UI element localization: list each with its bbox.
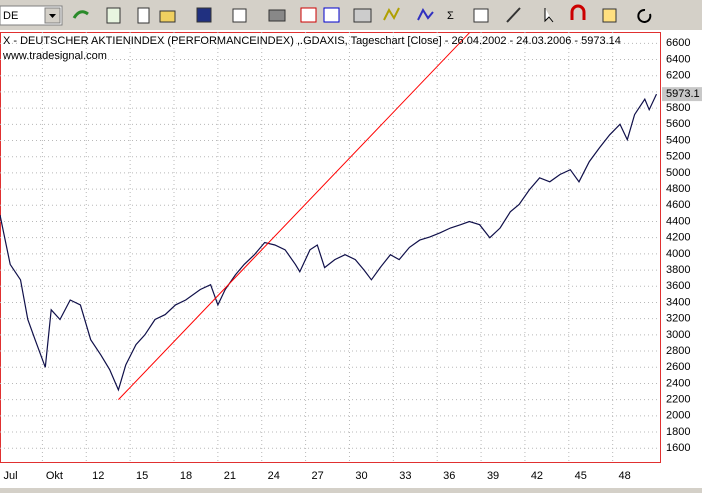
chart-title: X - DEUTSCHER AKTIENINDEX (PERFORMANCEIN… [3, 35, 621, 47]
combo-arrow [49, 14, 56, 18]
y-tick-label: 1800 [666, 426, 690, 438]
icon-line-tool[interactable] [506, 7, 521, 23]
x-tick-label: 18 [180, 470, 192, 482]
icon-magnet[interactable] [570, 4, 586, 20]
icon-refresh[interactable] [106, 7, 121, 24]
x-tick-label: 21 [224, 470, 236, 482]
y-tick-label: 1600 [666, 442, 690, 454]
axes: 1600 1800 2000 2200 2400 2600 2800 3000 3200 3400… [4, 37, 702, 482]
x-tick-label: 24 [268, 470, 280, 482]
icon-cursor[interactable] [544, 8, 554, 23]
y-tick-label: 3200 [666, 313, 690, 325]
last-price-box [662, 87, 702, 102]
y-tick-label: 2000 [666, 410, 690, 422]
y-tick-label: 2400 [666, 377, 690, 389]
icon-new[interactable] [137, 7, 150, 24]
y-tick-label: 5400 [666, 134, 690, 146]
icon-indicator[interactable] [383, 7, 400, 21]
x-tick-label: 30 [355, 470, 367, 482]
plot [0, 32, 658, 400]
x-tick-label: Jul [4, 470, 18, 482]
icon-save[interactable] [196, 7, 212, 23]
icon-undo[interactable] [637, 8, 652, 23]
y-tick-label: 6400 [666, 53, 690, 65]
trend-line [118, 32, 470, 400]
plot-area [0, 32, 661, 463]
symbol-text: DE [3, 10, 18, 22]
last-price-label: 5973.1 [666, 88, 700, 100]
y-tick-label: 3600 [666, 280, 690, 292]
x-tick-label: Okt [46, 470, 63, 482]
icon-chart1[interactable] [300, 7, 317, 23]
y-tick-label: 5200 [666, 151, 690, 163]
icon-sigma[interactable]: Σ [447, 10, 454, 22]
icon-copy[interactable] [232, 8, 247, 23]
y-tick-label: 2200 [666, 394, 690, 406]
icon-print[interactable] [268, 9, 286, 22]
chart-subtitle: www.tradesignal.com [2, 50, 107, 62]
x-tick-label: 12 [92, 470, 104, 482]
y-tick-label: 4400 [666, 215, 690, 227]
icon-back[interactable] [72, 10, 89, 19]
y-tick-label: 2800 [666, 345, 690, 357]
y-tick-label: 6600 [666, 37, 690, 49]
y-tick-label: 3800 [666, 264, 690, 276]
price-line [0, 93, 658, 392]
icon-study[interactable] [417, 7, 434, 21]
icon-chart2[interactable] [323, 7, 340, 23]
y-tick-label: 4000 [666, 248, 690, 260]
toolbar-icons: Σ [72, 4, 652, 24]
x-tick-label: 27 [311, 470, 323, 482]
icon-window[interactable] [353, 8, 372, 23]
x-tick-label: 48 [619, 470, 631, 482]
y-tick-label: 4200 [666, 232, 690, 244]
y-tick-label: 6200 [666, 70, 690, 82]
x-tick-label: 42 [531, 470, 543, 482]
x-tick-label: 36 [443, 470, 455, 482]
y-tick-label: 5800 [666, 102, 690, 114]
toolbar [0, 0, 702, 30]
icon-open[interactable] [159, 10, 176, 23]
y-tick-label: 4800 [666, 183, 690, 195]
icon-note[interactable] [602, 8, 617, 23]
y-tick-label: 5600 [666, 118, 690, 130]
y-tick-label: 5000 [666, 167, 690, 179]
y-tick-label: 2600 [666, 361, 690, 373]
x-tick-label: 39 [487, 470, 499, 482]
y-tick-label: 3400 [666, 296, 690, 308]
x-tick-label: 45 [575, 470, 587, 482]
y-tick-label: 4600 [666, 199, 690, 211]
x-tick-label: 33 [399, 470, 411, 482]
x-tick-label: 15 [136, 470, 148, 482]
icon-props[interactable] [473, 8, 489, 23]
y-tick-label: 3000 [666, 329, 690, 341]
